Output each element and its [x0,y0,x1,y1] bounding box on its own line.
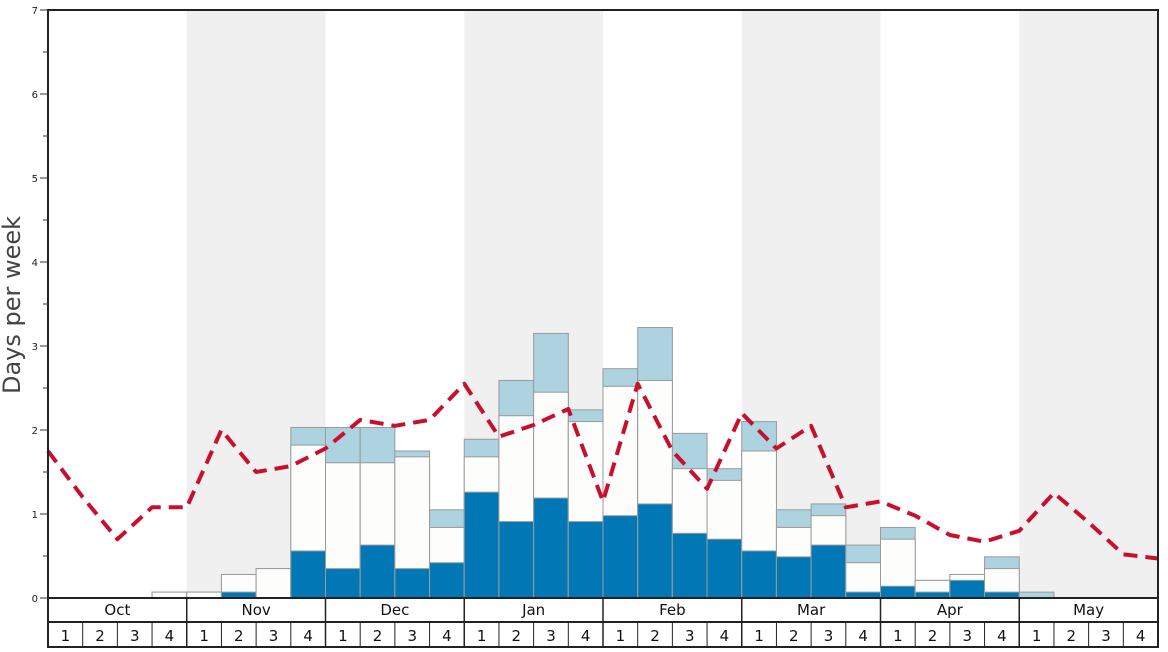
y-axis-label: Days per week [0,216,26,394]
series-dark-blue-bar-26 [949,579,986,599]
month-label-jan: Jan [521,601,545,619]
average-line-layer [46,381,1159,561]
week-label-may-3: 3 [1101,627,1111,645]
y-axis: 0 1 2 3 4 5 6 7 [32,6,48,605]
series-dark-blue-bar-11 [429,562,465,599]
month-label-feb: Feb [659,601,686,619]
y-tick-label-3: 3 [32,342,38,353]
y-tick-label-0: 0 [32,594,38,605]
series-dark-blue-bar-21 [775,556,812,599]
y-tick-label-4: 4 [32,258,38,269]
y-tick-label-5: 5 [32,174,38,185]
series-dark-blue-bar-17 [637,503,673,599]
month-band-may [1019,10,1158,598]
y-tick-label-1: 1 [32,510,38,521]
series-dark-blue-bar-18 [671,532,708,599]
week-label-jan-4: 4 [581,627,591,645]
week-label-feb-4: 4 [720,627,730,645]
week-label-mar-2: 2 [789,627,799,645]
week-label-nov-2: 2 [234,627,244,645]
month-band-oct [48,10,187,598]
series-dark-blue-bar-10 [394,568,431,599]
week-label-mar-1: 1 [754,627,764,645]
week-label-nov-4: 4 [303,627,313,645]
series-dark-blue-bar-15 [567,521,604,599]
average-line [46,381,1159,561]
week-label-apr-1: 1 [893,627,903,645]
series-dark-blue-bar-16 [602,515,639,599]
week-label-jan-1: 1 [477,627,487,645]
week-label-oct-3: 3 [130,627,140,645]
week-label-dec-1: 1 [338,627,348,645]
series-dark-blue-bar-9 [359,544,396,599]
series-dark-blue-bar-14 [533,497,569,599]
week-label-jan-2: 2 [512,627,522,645]
week-label-feb-3: 3 [685,627,695,645]
y-tick-label-7: 7 [32,6,38,17]
month-label-may: May [1073,601,1104,619]
series-dark-blue-bar-12 [463,491,500,599]
week-label-mar-4: 4 [858,627,868,645]
week-label-dec-4: 4 [442,627,452,645]
series-white-bar-6 [255,568,292,599]
month-label-dec: Dec [380,601,409,619]
month-band-apr [880,10,1020,598]
week-label-apr-2: 2 [928,627,938,645]
week-label-mar-3: 3 [824,627,834,645]
week-label-jan-3: 3 [546,627,556,645]
week-label-may-2: 2 [1067,627,1077,645]
series-dark-blue-bar-24 [880,585,916,599]
week-label-apr-3: 3 [962,627,972,645]
week-label-feb-2: 2 [650,627,660,645]
week-label-oct-4: 4 [165,627,175,645]
series-dark-blue-bar-20 [741,550,777,599]
month-label-nov: Nov [241,601,270,619]
week-label-feb-1: 1 [616,627,626,645]
week-label-nov-1: 1 [199,627,209,645]
week-label-may-4: 4 [1136,627,1146,645]
week-label-may-1: 1 [1032,627,1042,645]
week-label-oct-2: 2 [95,627,105,645]
series-dark-blue-bar-8 [325,568,361,599]
week-label-nov-3: 3 [269,627,279,645]
week-label-apr-4: 4 [997,627,1007,645]
y-tick-label-6: 6 [32,90,38,101]
week-label-dec-2: 2 [373,627,383,645]
series-dark-blue-bar-7 [290,550,326,599]
series-dark-blue-bar-22 [810,544,847,599]
week-label-dec-3: 3 [407,627,417,645]
month-label-mar: Mar [797,601,826,619]
series-dark-blue-bar-19 [706,538,743,599]
series-dark-blue-bar-13 [498,521,535,599]
y-tick-label-2: 2 [32,426,38,437]
month-label-oct: Oct [104,601,130,619]
x-axis: Oct 1 2 3 4 Nov 1 2 3 4 Dec 1 2 3 4 Jan 1 2 3 4 Feb 1 2 3 4 Mar 1 2… [47,597,1159,648]
month-label-apr: Apr [937,601,964,619]
week-label-oct-1: 1 [61,627,71,645]
